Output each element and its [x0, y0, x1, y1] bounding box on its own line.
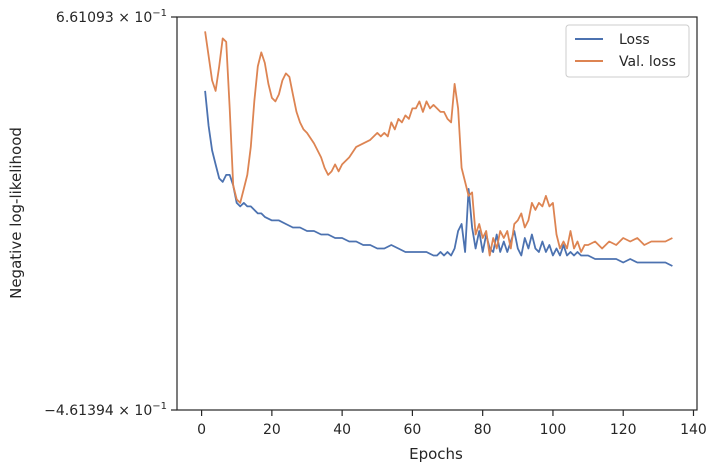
series-line-val-loss	[204, 31, 673, 257]
legend-label-val-loss: Val. loss	[619, 54, 676, 70]
x-tick-label: 140	[680, 422, 707, 438]
y-tick-label: −4.61394 × 10−1	[44, 401, 167, 419]
plot-area	[177, 17, 697, 410]
series-line-loss	[204, 90, 673, 267]
x-tick-label: 100	[540, 422, 567, 438]
y-axis-ticks: 6.61093 × 10−1 −4.61394 × 10−1	[44, 8, 177, 419]
x-tick-label: 80	[474, 422, 492, 438]
legend-label-loss: Loss	[619, 32, 650, 48]
x-tick-label: 40	[333, 422, 351, 438]
plot-frame	[176, 16, 698, 411]
y-tick-label: 6.61093 × 10−1	[56, 8, 167, 26]
series-layer	[204, 31, 673, 267]
x-axis-ticks: 0 20 40 60 80 100 120 140	[197, 410, 707, 438]
legend: Loss Val. loss	[565, 24, 690, 78]
x-axis-title: Epochs	[409, 445, 463, 463]
x-tick-label: 0	[197, 422, 206, 438]
x-tick-label: 120	[610, 422, 637, 438]
x-tick-label: 20	[263, 422, 281, 438]
y-axis-title: Negative log-likelihood	[7, 127, 25, 299]
x-tick-label: 60	[403, 422, 421, 438]
